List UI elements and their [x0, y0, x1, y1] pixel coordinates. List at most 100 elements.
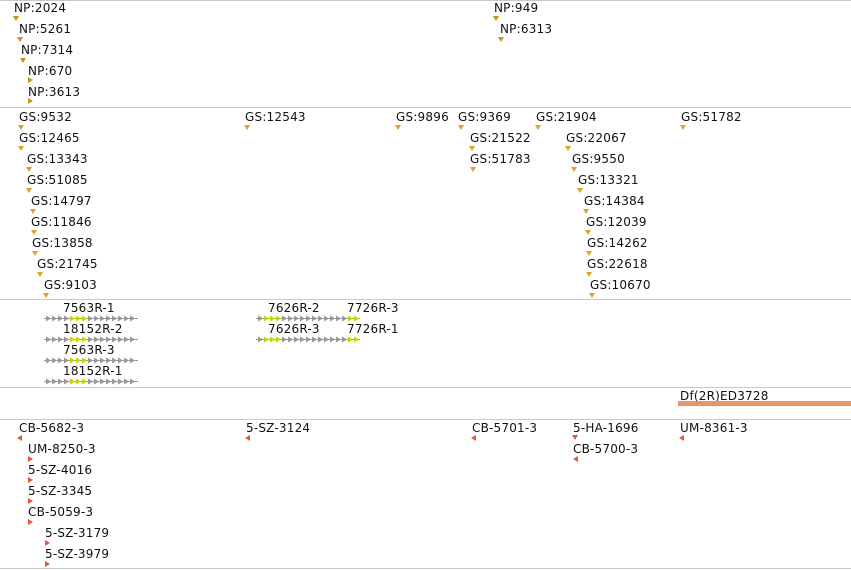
insertion-marker-icon[interactable] [395, 125, 401, 130]
stock-feature-label[interactable]: 5-SZ-3179 [45, 526, 110, 540]
stock-feature-label[interactable]: UM-8361-3 [680, 421, 748, 435]
insertion-marker-icon[interactable] [586, 272, 592, 277]
insertion-marker-icon[interactable] [458, 125, 464, 130]
transcript-model[interactable] [256, 336, 340, 343]
transcript-label[interactable]: 7563R-1 [63, 301, 115, 315]
gs-feature-label[interactable]: GS:51085 [27, 173, 88, 187]
stock-feature-label[interactable]: CB-5682-3 [19, 421, 85, 435]
insertion-marker-icon[interactable] [586, 251, 592, 256]
gs-feature-label[interactable]: GS:10670 [590, 278, 651, 292]
transcript-label[interactable]: 18152R-2 [63, 322, 123, 336]
insertion-marker-icon[interactable] [32, 251, 38, 256]
stock-feature-label[interactable]: CB-5700-3 [573, 442, 639, 456]
insertion-marker-icon[interactable] [28, 498, 33, 504]
insertion-marker-icon[interactable] [28, 519, 33, 525]
insertion-marker-icon[interactable] [589, 293, 595, 298]
insertion-marker-icon[interactable] [17, 37, 23, 42]
gs-feature-label[interactable]: GS:22618 [587, 257, 648, 271]
stock-feature-label[interactable]: 5-SZ-3979 [45, 547, 110, 561]
gs-feature-label[interactable]: GS:9550 [572, 152, 625, 166]
insertion-marker-icon[interactable] [245, 435, 250, 441]
insertion-marker-icon[interactable] [26, 167, 32, 172]
gs-feature-label[interactable]: GS:14384 [584, 194, 645, 208]
transcript-model[interactable] [44, 378, 138, 385]
insertion-marker-icon[interactable] [470, 167, 476, 172]
transcript-label[interactable]: 7726R-3 [347, 301, 399, 315]
insertion-marker-icon[interactable] [28, 77, 33, 83]
insertion-marker-icon[interactable] [571, 167, 577, 172]
gs-feature-label[interactable]: GS:9369 [458, 110, 511, 124]
gs-feature-label[interactable]: GS:51782 [681, 110, 742, 124]
stock-feature-label[interactable]: CB-5059-3 [28, 505, 94, 519]
insertion-marker-icon[interactable] [28, 477, 33, 483]
transcript-label[interactable]: 18152R-1 [63, 364, 123, 378]
stock-feature-label[interactable]: 5-SZ-3124 [246, 421, 311, 435]
insertion-marker-icon[interactable] [37, 272, 43, 277]
insertion-marker-icon[interactable] [20, 58, 26, 63]
insertion-marker-icon[interactable] [28, 98, 33, 104]
transcript-label[interactable]: 7626R-2 [268, 301, 320, 315]
gs-feature-label[interactable]: GS:12465 [19, 131, 80, 145]
insertion-marker-icon[interactable] [498, 37, 504, 42]
deficiency-bar[interactable] [678, 401, 851, 406]
np-feature-label[interactable]: NP:670 [28, 64, 73, 78]
insertion-marker-icon[interactable] [679, 435, 684, 441]
insertion-marker-icon[interactable] [583, 209, 589, 214]
transcript-model[interactable] [340, 336, 360, 343]
insertion-marker-icon[interactable] [572, 435, 578, 440]
transcript-model[interactable] [340, 315, 360, 322]
gs-feature-label[interactable]: GS:11846 [31, 215, 92, 229]
insertion-marker-icon[interactable] [680, 125, 686, 130]
transcript-label[interactable]: 7626R-3 [268, 322, 320, 336]
np-feature-label[interactable]: NP:2024 [14, 1, 67, 15]
transcript-model[interactable] [44, 336, 138, 343]
gs-feature-label[interactable]: GS:9896 [396, 110, 449, 124]
gs-feature-label[interactable]: GS:14262 [587, 236, 648, 250]
insertion-marker-icon[interactable] [573, 456, 578, 462]
transcript-label[interactable]: 7563R-3 [63, 343, 115, 357]
insertion-marker-icon[interactable] [577, 188, 583, 193]
insertion-marker-icon[interactable] [45, 561, 50, 567]
stock-feature-label[interactable]: 5-SZ-4016 [28, 463, 93, 477]
insertion-marker-icon[interactable] [18, 146, 24, 151]
gs-feature-label[interactable]: GS:13321 [578, 173, 639, 187]
insertion-marker-icon[interactable] [244, 125, 250, 130]
stock-feature-label[interactable]: UM-8250-3 [28, 442, 96, 456]
transcript-label[interactable]: 7726R-1 [347, 322, 399, 336]
insertion-marker-icon[interactable] [31, 230, 37, 235]
gs-feature-label[interactable]: GS:13858 [32, 236, 93, 250]
insertion-marker-icon[interactable] [28, 456, 33, 462]
gs-feature-label[interactable]: GS:21904 [536, 110, 597, 124]
insertion-marker-icon[interactable] [18, 125, 24, 130]
deficiency-label[interactable]: Df(2R)ED3728 [680, 389, 769, 403]
insertion-marker-icon[interactable] [565, 146, 571, 151]
insertion-marker-icon[interactable] [535, 125, 541, 130]
stock-feature-label[interactable]: 5-SZ-3345 [28, 484, 93, 498]
np-feature-label[interactable]: NP:3613 [28, 85, 81, 99]
insertion-marker-icon[interactable] [493, 16, 499, 21]
gs-feature-label[interactable]: GS:12039 [586, 215, 647, 229]
insertion-marker-icon[interactable] [43, 293, 49, 298]
insertion-marker-icon[interactable] [469, 146, 475, 151]
gs-feature-label[interactable]: GS:21522 [470, 131, 531, 145]
insertion-marker-icon[interactable] [26, 188, 32, 193]
gs-feature-label[interactable]: GS:51783 [470, 152, 531, 166]
gs-feature-label[interactable]: GS:9103 [44, 278, 97, 292]
gs-feature-label[interactable]: GS:9532 [19, 110, 72, 124]
insertion-marker-icon[interactable] [585, 230, 591, 235]
insertion-marker-icon[interactable] [45, 540, 50, 546]
gs-feature-label[interactable]: GS:14797 [31, 194, 92, 208]
np-feature-label[interactable]: NP:949 [494, 1, 539, 15]
insertion-marker-icon[interactable] [30, 209, 36, 214]
np-feature-label[interactable]: NP:7314 [21, 43, 74, 57]
np-feature-label[interactable]: NP:6313 [500, 22, 553, 36]
gs-feature-label[interactable]: GS:22067 [566, 131, 627, 145]
transcript-model[interactable] [44, 315, 138, 322]
stock-feature-label[interactable]: CB-5701-3 [472, 421, 538, 435]
transcript-model[interactable] [256, 315, 340, 322]
insertion-marker-icon[interactable] [17, 435, 22, 441]
stock-feature-label[interactable]: 5-HA-1696 [573, 421, 639, 435]
transcript-model[interactable] [44, 357, 138, 364]
insertion-marker-icon[interactable] [13, 16, 19, 21]
gs-feature-label[interactable]: GS:13343 [27, 152, 88, 166]
